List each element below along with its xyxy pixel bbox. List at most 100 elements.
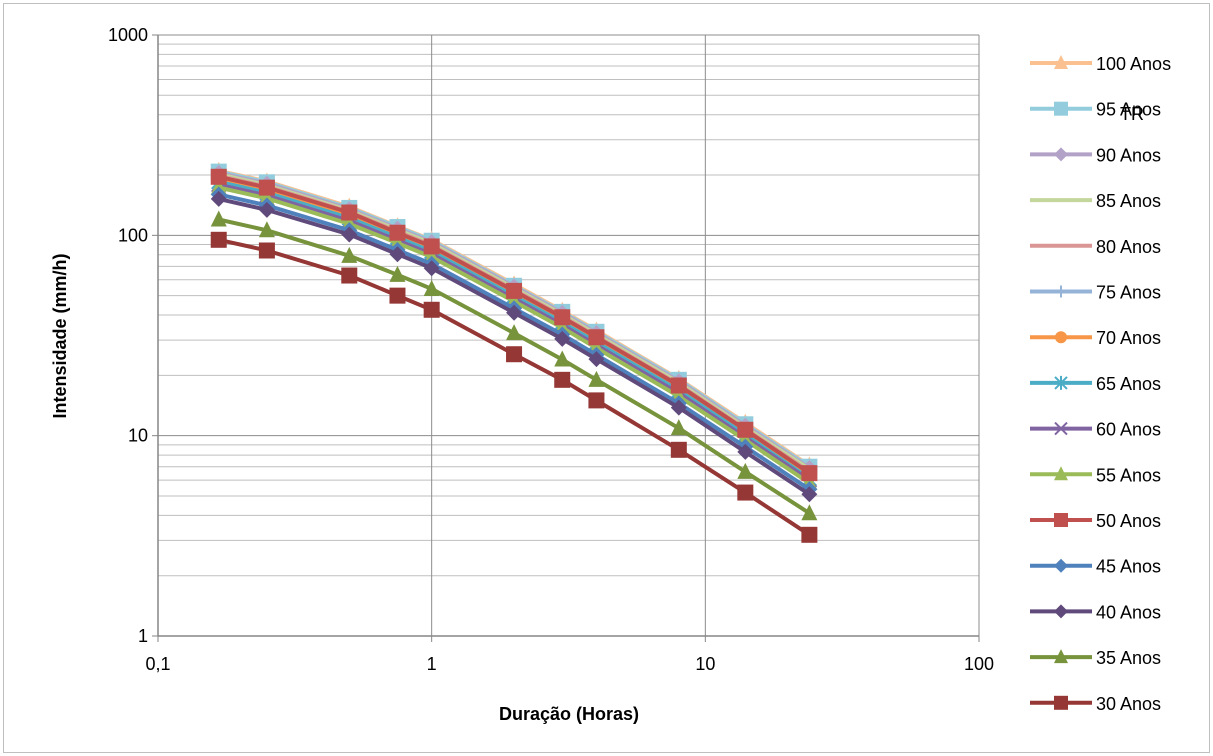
data-point — [554, 350, 571, 367]
legend-item: 80 Anos — [1030, 237, 1161, 257]
legend-item: 90 Anos — [1030, 145, 1161, 165]
y-tick-label: 10 — [128, 426, 148, 446]
data-point — [737, 484, 754, 501]
data-point — [737, 462, 754, 479]
data-point — [258, 242, 275, 259]
data-point — [423, 301, 440, 318]
data-point — [1055, 285, 1067, 298]
legend-item: 30 Anos — [1030, 694, 1161, 714]
legend-label: 55 Anos — [1096, 465, 1161, 485]
data-point — [1054, 558, 1068, 573]
legend-label: 35 Anos — [1096, 648, 1161, 668]
series-40-anos — [210, 190, 818, 503]
data-point — [670, 399, 687, 416]
legend-item: 60 Anos — [1030, 420, 1161, 440]
data-point — [210, 168, 227, 185]
data-point — [1054, 466, 1068, 481]
legend-item: 100 Anos — [1030, 54, 1171, 74]
legend-title: TR — [1120, 104, 1144, 124]
legend-item: 85 Anos — [1030, 191, 1161, 211]
legend-label: 70 Anos — [1096, 328, 1161, 348]
data-point — [1054, 375, 1068, 390]
data-point — [801, 486, 818, 503]
legend-item: 35 Anos — [1030, 648, 1161, 668]
data-point — [1054, 695, 1068, 710]
data-point — [1055, 331, 1067, 344]
legend-label: 50 Anos — [1096, 511, 1161, 531]
x-axis-label: Duração (Horas) — [499, 704, 639, 724]
legend-item: 65 Anos — [1030, 374, 1161, 394]
data-point — [554, 330, 571, 347]
legend-label: 45 Anos — [1096, 557, 1161, 577]
data-point — [506, 304, 523, 321]
legend-item: 70 Anos — [1030, 328, 1161, 348]
series-layer — [210, 161, 818, 543]
data-point — [423, 279, 440, 296]
x-tick-label: 0,1 — [145, 654, 170, 674]
data-point — [588, 370, 605, 387]
series-30-anos — [210, 231, 818, 543]
data-point — [389, 287, 406, 304]
y-tick-label: 1 — [138, 626, 148, 646]
data-point — [1054, 147, 1068, 162]
data-point — [801, 504, 818, 521]
legend: TR 100 Anos 95 Anos 90 Anos 85 Anos 80 Anos 7… — [1030, 54, 1171, 714]
series-50-anos — [210, 168, 818, 482]
series-35-anos — [210, 210, 818, 521]
data-point — [1054, 604, 1068, 619]
legend-label: 100 Anos — [1096, 54, 1171, 74]
legend-item: 45 Anos — [1030, 557, 1161, 577]
data-point — [423, 238, 440, 255]
legend-label: 65 Anos — [1096, 374, 1161, 394]
data-point — [210, 190, 227, 207]
data-point — [341, 204, 358, 221]
y-axis-label: Intensidade (mm/h) — [50, 253, 70, 418]
legend-item: 40 Anos — [1030, 602, 1161, 622]
x-tick-label: 1 — [427, 654, 437, 674]
data-point — [389, 224, 406, 241]
x-tick-label: 10 — [695, 654, 715, 674]
x-tick-label: 100 — [964, 654, 994, 674]
data-point — [1054, 55, 1068, 69]
legend-label: 40 Anos — [1096, 602, 1161, 622]
data-point — [670, 377, 687, 394]
data-point — [341, 267, 358, 284]
data-point — [423, 260, 440, 277]
legend-label: 75 Anos — [1096, 283, 1161, 303]
data-point — [554, 371, 571, 388]
data-point — [588, 351, 605, 368]
chart-frame — [3, 3, 1210, 753]
data-point — [389, 246, 406, 263]
series-45-anos — [210, 186, 818, 498]
data-point — [389, 265, 406, 282]
data-point — [210, 231, 227, 248]
data-point — [737, 443, 754, 460]
legend-label: 95 Anos — [1096, 100, 1161, 120]
data-point — [210, 210, 227, 227]
data-point — [588, 329, 605, 346]
y-tick-label: 1000 — [108, 25, 148, 45]
data-point — [506, 324, 523, 341]
legend-item: 55 Anos — [1030, 465, 1161, 485]
data-point — [258, 221, 275, 238]
data-point — [258, 179, 275, 196]
legend-label: 90 Anos — [1096, 145, 1161, 165]
legend-label: 80 Anos — [1096, 237, 1161, 257]
data-point — [341, 246, 358, 263]
data-point — [670, 419, 687, 436]
data-point — [1054, 421, 1068, 436]
data-point — [801, 526, 818, 543]
data-point — [506, 346, 523, 363]
legend-label: 85 Anos — [1096, 191, 1161, 211]
y-tick-label: 100 — [118, 225, 148, 245]
data-point — [588, 392, 605, 409]
data-point — [341, 226, 358, 243]
legend-item: 75 Anos — [1030, 283, 1161, 303]
data-point — [258, 201, 275, 218]
data-point — [258, 189, 275, 206]
axes-layer: 1 10 100 1000 0,1 1 10 100 — [108, 25, 994, 674]
data-point — [554, 309, 571, 326]
data-point — [1054, 513, 1068, 527]
